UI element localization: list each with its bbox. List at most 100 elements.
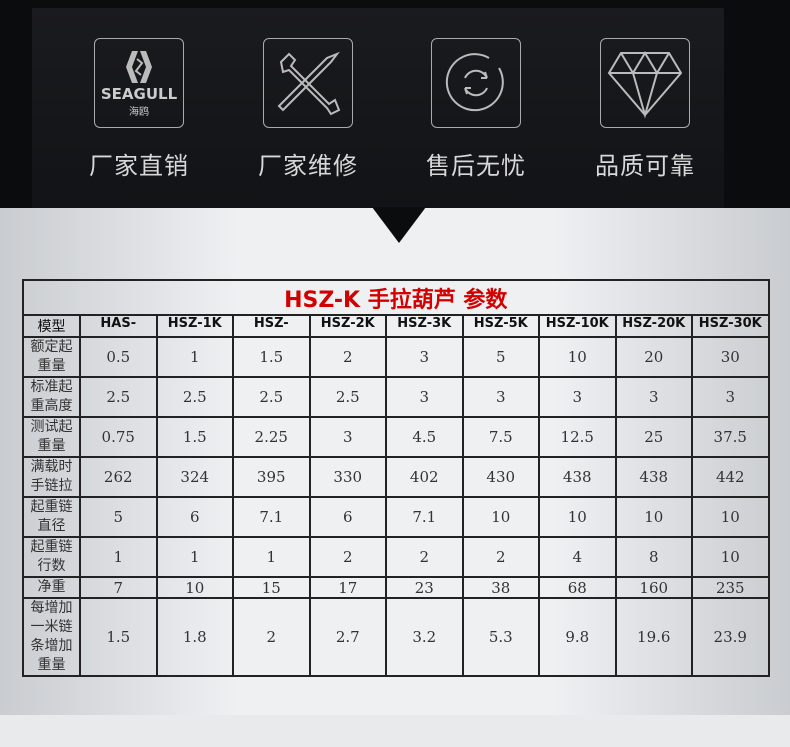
table-cell: 15 [232,576,311,599]
table-cell: 3 [461,376,540,418]
table-row: 满载时手链拉 262 324 395 330 402 430 438 438 442 [22,456,770,498]
table-cell: 3 [385,336,464,378]
table-row: 额定起重量 0.5 1 1.5 2 3 5 10 20 30 [22,336,770,378]
table-cell: 10 [155,576,234,599]
row-header: 满载时手链拉 [22,456,81,498]
table-cell: 10 [461,496,540,538]
table-cell: 20 [614,336,693,378]
table-cell: 9.8 [538,597,617,677]
feature-quality: 品质可靠 [585,38,705,181]
column-header: 模型 [22,314,81,338]
table-cell: 1.5 [232,336,311,378]
table-cell: 17 [308,576,387,599]
row-header: 每增加一米链条增加重量 [22,597,81,677]
column-header: HSZ-2K [308,314,387,338]
column-header: HSZ-30K [691,314,770,338]
table-cell: 160 [614,576,693,599]
table-cell: 3 [308,416,387,458]
table-cell: 2.25 [232,416,311,458]
table-cell: 19.6 [614,597,693,677]
table-cell: 7.5 [461,416,540,458]
table-cell: 23 [385,576,464,599]
table-cell: 25 [614,416,693,458]
table-cell: 402 [385,456,464,498]
table-cell: 3 [614,376,693,418]
feature-factory-repair: 厂家维修 [248,38,368,181]
table-cell: 68 [538,576,617,599]
table-cell: 1.8 [155,597,234,677]
table-cell: 5.3 [461,597,540,677]
table-cell: 5 [79,496,158,538]
table-cell: 2 [232,597,311,677]
table-cell: 4.5 [385,416,464,458]
wrench-screwdriver-icon [263,38,353,128]
table-cell: 10 [538,336,617,378]
column-header: HAS- [79,314,158,338]
column-header: HSZ- [232,314,311,338]
table-cell: 1.5 [79,597,158,677]
column-header: HSZ-1K [155,314,234,338]
table-cell: 2 [308,536,387,578]
table-cell: 2 [308,336,387,378]
table-cell: 2.5 [79,376,158,418]
table-cell: 330 [308,456,387,498]
seagull-logo-icon: SEAGULL 海鸥 [94,38,184,128]
table-cell: 3 [691,376,770,418]
features-banner: SEAGULL 海鸥 厂家直销 厂家维修 售后无忧 品质可靠 [0,0,790,208]
table-cell: 5 [461,336,540,378]
column-header: HSZ-5K [461,314,540,338]
table-cell: 1 [79,536,158,578]
table-cell: 6 [308,496,387,538]
table-title: HSZ-K 手拉葫芦 参数 [22,279,770,316]
table-cell: 2.5 [232,376,311,418]
table-cell: 395 [232,456,311,498]
table-cell: 3 [385,376,464,418]
table-cell: 430 [461,456,540,498]
refresh-icon [431,38,521,128]
feature-label: 品质可靠 [595,152,695,180]
table-cell: 8 [614,536,693,578]
table-cell: 6 [155,496,234,538]
feature-label: 厂家维修 [258,152,358,180]
row-header: 净重 [22,576,81,599]
table-cell: 442 [691,456,770,498]
table-cell: 262 [79,456,158,498]
table-cell: 438 [614,456,693,498]
table-row: 每增加一米链条增加重量 1.5 1.8 2 2.7 3.2 5.3 9.8 19.6 23.9 [22,597,770,677]
row-header: 测试起重量 [22,416,81,458]
table-cell: 2.5 [155,376,234,418]
table-cell: 2 [461,536,540,578]
table-cell: 235 [691,576,770,599]
table-cell: 1 [155,336,234,378]
table-cell: 7.1 [385,496,464,538]
table-cell: 38 [461,576,540,599]
table-row: 净重 7 10 15 17 23 38 68 160 235 [22,576,770,599]
feature-factory-direct: SEAGULL 海鸥 厂家直销 [79,38,199,181]
column-header: HSZ-10K [538,314,617,338]
pointer-arrow [372,207,426,243]
column-header: HSZ-20K [614,314,693,338]
table-cell: 3 [538,376,617,418]
table-cell: 3.2 [385,597,464,677]
column-header: HSZ-3K [385,314,464,338]
spec-table: HSZ-K 手拉葫芦 参数 模型 HAS- HSZ-1K HSZ- HSZ-2K HSZ-… [22,279,770,677]
row-header: 起重链直径 [22,496,81,538]
table-cell: 10 [691,536,770,578]
table-cell: 2 [385,536,464,578]
table-cell: 2.7 [308,597,387,677]
table-cell: 10 [691,496,770,538]
table-row: 测试起重量 0.75 1.5 2.25 3 4.5 7.5 12.5 25 37.5 [22,416,770,458]
feature-label: 售后无忧 [426,152,526,180]
row-header: 起重链行数 [22,536,81,578]
table-cell: 7 [79,576,158,599]
row-header: 额定起重量 [22,336,81,378]
table-cell: 0.5 [79,336,158,378]
table-cell: 1.5 [155,416,234,458]
table-cell: 10 [538,496,617,538]
table-cell: 23.9 [691,597,770,677]
table-cell: 37.5 [691,416,770,458]
table-header-row: 模型 HAS- HSZ-1K HSZ- HSZ-2K HSZ-3K HSZ-5K HSZ-10… [22,314,770,338]
table-row: 起重链直径 5 6 7.1 6 7.1 10 10 10 10 [22,496,770,538]
row-header: 标准起重高度 [22,376,81,418]
table-cell: 0.75 [79,416,158,458]
